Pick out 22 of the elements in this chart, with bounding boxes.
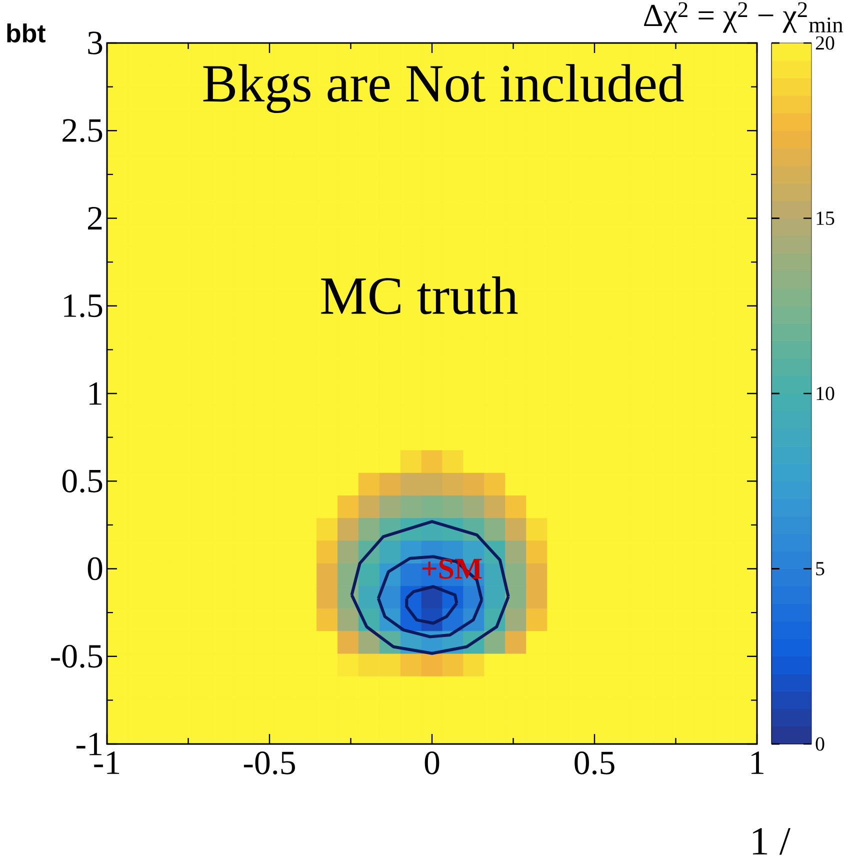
x-tick-label: -0.5 — [244, 752, 295, 775]
x-tick-label: 1 — [752, 752, 764, 774]
annotation: MC truth — [321, 276, 518, 314]
x-tick-label: 0.5 — [574, 752, 614, 775]
y-tick-label: 2.5 — [62, 119, 102, 142]
y-tick-label: 2 — [88, 207, 102, 230]
annotation: Bkgs are Not included — [203, 64, 684, 114]
color-bar-title: Δχ$^{2}$ = χ$^{2}$ − χ$^{2}$min — [644, 2, 843, 33]
y-tick-label: -0.5 — [51, 644, 102, 668]
x-tick-label: 0 — [424, 752, 440, 774]
y-tick-label: 0.5 — [62, 470, 102, 493]
y-axis-title: bbt — [7, 23, 46, 43]
x-axis-title: 1 / — [753, 828, 790, 855]
color-bar-label: 5 — [816, 562, 824, 576]
y-tick-label: 1 — [90, 382, 102, 405]
color-bar-label: 10 — [816, 386, 834, 400]
y-tick-label: 3 — [88, 32, 102, 54]
y-tick-label: 0 — [88, 557, 102, 580]
color-bar-label: 20 — [816, 36, 834, 50]
color-bar-label: 15 — [816, 212, 834, 225]
y-tick-label: 1.5 — [64, 294, 102, 318]
color-bar-label: 0 — [816, 737, 824, 751]
